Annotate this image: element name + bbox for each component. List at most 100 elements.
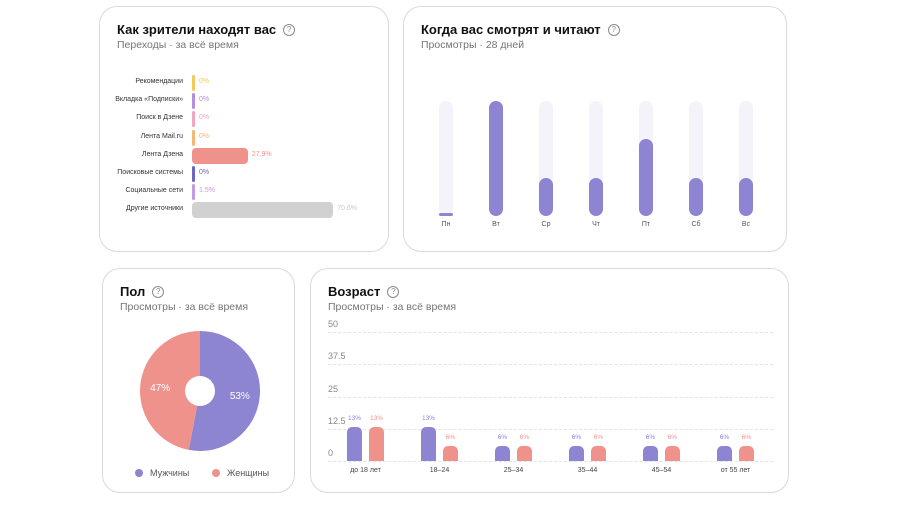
weekday-bar[interactable]	[739, 178, 753, 216]
legend-item-female[interactable]: Женщины	[212, 468, 269, 478]
source-label: Лента Mail.ru	[140, 132, 183, 140]
help-icon[interactable]: ?	[387, 285, 400, 298]
source-value: 70.6%	[337, 205, 358, 213]
gender-pie-chart: 53% 47%	[139, 331, 260, 451]
y-tick-label: 50	[328, 319, 339, 329]
source-row: Поиск в Дзене 0%	[100, 111, 390, 128]
source-label: Социальные сети	[125, 187, 183, 195]
traffic-sources-title: Как зрители находят вас ?	[117, 22, 296, 37]
weekday-bar[interactable]	[539, 178, 553, 216]
weekday-label: Пн	[441, 221, 451, 228]
age-category-label: 18–24	[429, 467, 450, 474]
weekday-views-card: Когда вас смотрят и читают ? Просмотры ·…	[403, 6, 787, 252]
donut-hole	[185, 376, 215, 406]
weekday-label: Вс	[741, 221, 751, 228]
source-value: 0%	[199, 96, 210, 104]
age-bar-female[interactable]	[591, 445, 606, 461]
gender-card: Пол ? Просмотры · за всё время 53% 47% Му…	[102, 268, 295, 493]
pie-label: 53%	[230, 391, 250, 402]
age-bar-male[interactable]	[569, 445, 584, 461]
y-tick-label: 12.5	[328, 415, 346, 426]
age-bar-male[interactable]	[717, 445, 732, 461]
age-bar-male[interactable]	[643, 445, 658, 461]
weekday-label: Сб	[691, 221, 701, 228]
source-row: Поисковые системы 0%	[100, 166, 390, 182]
gender-subtitle: Просмотры · за всё время	[120, 301, 249, 313]
source-label: Поиск в Дзене	[136, 114, 183, 122]
source-bar[interactable]	[192, 129, 195, 146]
source-label: Поисковые системы	[117, 169, 183, 176]
source-label: Другие источники	[125, 205, 183, 213]
source-bar[interactable]	[192, 166, 195, 182]
legend-label-male: Мужчины	[150, 468, 190, 478]
grid-line	[328, 461, 773, 462]
source-row: Лента Mail.ru 0%	[100, 129, 390, 146]
age-bar-value: 13%	[369, 415, 383, 423]
source-label: Лента Дзена	[141, 150, 183, 158]
source-row: Социальные сети 1.5%	[100, 184, 390, 201]
weekday-views-title-text: Когда вас смотрят и читают	[421, 22, 601, 37]
grid-line	[328, 364, 773, 366]
y-tick-label: 25	[328, 383, 339, 394]
legend-label-female: Женщины	[227, 468, 270, 478]
weekday-bar[interactable]	[689, 178, 703, 216]
age-category-label: 25–34	[503, 467, 524, 474]
age-bar-value: 6%	[571, 433, 582, 441]
age-bar-value: 6%	[445, 433, 456, 441]
source-bar[interactable]	[192, 93, 195, 110]
pie-slice-female[interactable]	[139, 331, 200, 450]
grid-line	[328, 396, 773, 398]
age-bar-female[interactable]	[443, 445, 458, 461]
age-subtitle: Просмотры · за всё время	[328, 301, 457, 313]
source-bar[interactable]	[192, 111, 195, 128]
source-label: Рекомендации	[135, 78, 183, 85]
weekday-label: Ср	[541, 221, 551, 228]
help-icon[interactable]: ?	[283, 23, 296, 36]
age-title: Возраст ?	[328, 284, 400, 299]
age-bar-female[interactable]	[739, 445, 754, 461]
source-value: 27.9%	[251, 150, 272, 158]
weekday-bar[interactable]	[489, 101, 503, 216]
age-category-label: 35–44	[577, 467, 598, 474]
age-bar-male[interactable]	[347, 427, 362, 461]
age-bar-value: 13%	[347, 415, 361, 423]
age-bar-female[interactable]	[517, 445, 532, 461]
source-bar[interactable]	[192, 147, 248, 164]
age-bar-value: 6%	[719, 433, 730, 441]
age-bar-value: 6%	[593, 433, 604, 441]
age-bar-female[interactable]	[369, 427, 384, 461]
age-card: Возраст ? Просмотры · за всё время 50 37.…	[310, 268, 789, 493]
source-value: 0%	[199, 114, 210, 122]
weekday-bar[interactable]	[639, 138, 653, 216]
traffic-sources-card: Как зрители находят вас ? Переходы · за …	[99, 6, 389, 252]
weekday-bar[interactable]	[439, 213, 453, 216]
source-row: Вкладка «Подписки» 0%	[100, 93, 390, 110]
grid-line	[328, 332, 773, 333]
legend-item-male[interactable]: Мужчины	[135, 468, 189, 478]
age-bar-male[interactable]	[495, 445, 510, 461]
source-label: Вкладка «Подписки»	[115, 96, 183, 104]
source-bar[interactable]	[192, 202, 334, 219]
source-value: 0%	[199, 78, 210, 85]
y-tick-label: 37.5	[328, 351, 346, 362]
help-icon[interactable]: ?	[152, 285, 165, 298]
age-bar-value: 6%	[497, 433, 508, 441]
weekday-label: Чт	[592, 221, 600, 228]
source-value: 0%	[199, 169, 210, 176]
source-bar[interactable]	[192, 75, 195, 91]
source-bar[interactable]	[192, 184, 195, 201]
gender-title-text: Пол	[120, 284, 146, 299]
age-bar-male[interactable]	[421, 427, 436, 461]
grid-line	[328, 428, 773, 430]
age-bar-value: 6%	[667, 433, 678, 441]
pie-slice-male[interactable]	[188, 331, 260, 451]
source-row: Другие источники 70.6%	[100, 202, 390, 219]
traffic-sources-subtitle: Переходы · за всё время	[117, 39, 239, 51]
source-row: Рекомендации 0%	[100, 75, 390, 91]
age-bar-female[interactable]	[665, 445, 680, 461]
help-icon[interactable]: ?	[607, 23, 620, 36]
weekday-track	[439, 101, 453, 216]
weekday-label: Пт	[641, 221, 651, 228]
weekday-bar[interactable]	[589, 178, 603, 216]
weekday-label: Вт	[492, 221, 500, 228]
